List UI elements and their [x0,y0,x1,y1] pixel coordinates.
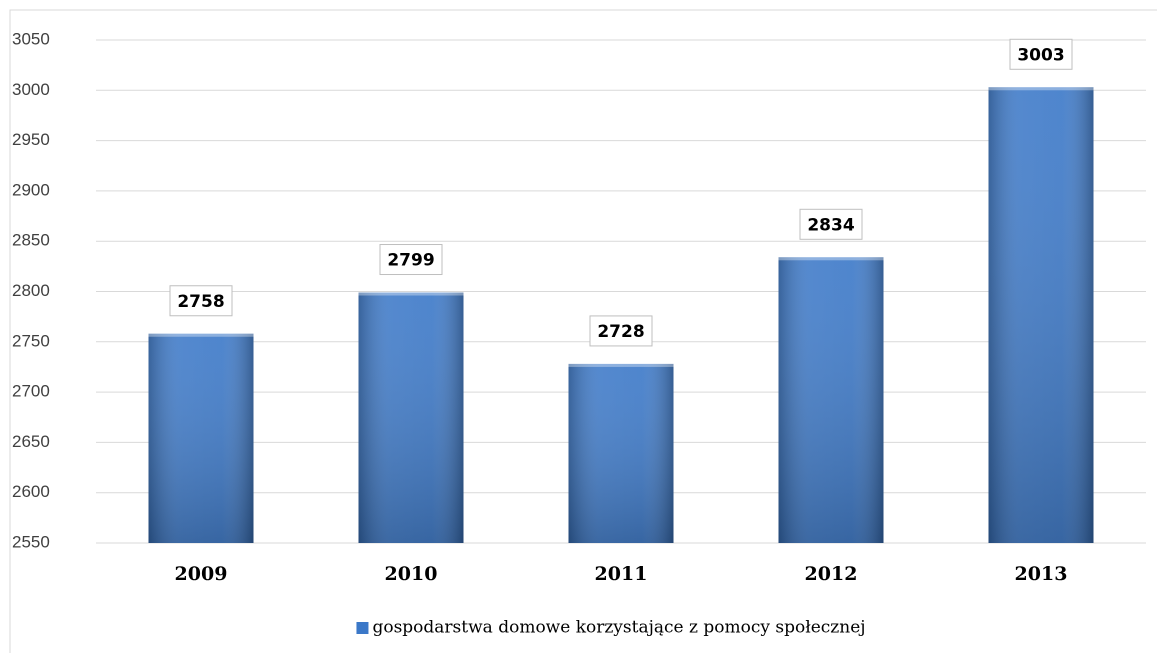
bar-top [988,87,1094,91]
chart-border [9,9,1157,653]
y-tick-label: 2700 [12,382,50,401]
bar-shade [778,257,884,543]
legend-swatch [356,622,369,634]
x-tick-label: 2010 [385,563,438,585]
data-label: 3003 [1017,45,1064,65]
bar-top [568,363,674,367]
x-tick-label: 2012 [805,563,858,585]
data-label: 2758 [177,292,224,312]
y-tick-label: 2650 [12,432,50,451]
y-tick-label: 2900 [12,180,50,199]
bar-shade [568,363,674,543]
y-tick-label: 2550 [12,532,50,551]
data-label: 2834 [807,215,854,235]
y-tick-label: 2850 [12,231,50,250]
data-label: 2728 [597,322,644,342]
data-label: 2799 [387,251,434,271]
legend-label: gospodarstwa domowe korzystające z pomoc… [372,618,865,638]
x-tick-label: 2009 [175,563,228,585]
y-tick-label: 2750 [12,331,50,350]
bar-shade [358,292,464,543]
data-label-box [169,285,233,317]
data-label-box [799,208,863,240]
x-tick-label: 2011 [595,563,648,585]
data-label-box [589,315,653,347]
y-tick-label: 2950 [12,130,50,149]
bar-top [778,257,884,261]
bar-shade [988,87,1094,544]
data-label-box [379,244,443,276]
y-tick-label: 3000 [12,80,50,99]
y-tick-label: 2600 [12,482,50,501]
bar-top [148,333,254,337]
x-tick-label: 2013 [1015,563,1068,585]
y-tick-label: 3050 [12,29,50,48]
bar-shade [148,333,254,543]
data-label-box [1009,38,1073,70]
y-tick-label: 2800 [12,281,50,300]
bar-top [358,292,464,296]
